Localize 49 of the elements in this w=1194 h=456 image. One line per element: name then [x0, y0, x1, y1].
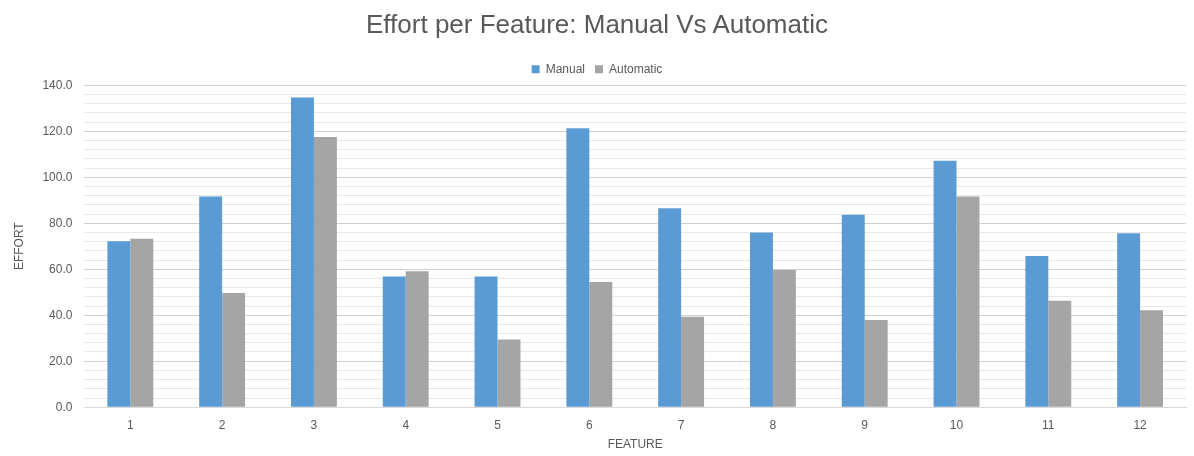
- y-tick-label: 100.0: [42, 169, 73, 184]
- x-tick-label: 3: [310, 417, 318, 432]
- bar: [405, 271, 429, 407]
- y-tick-label: 60.0: [49, 261, 73, 276]
- bar: [313, 136, 337, 407]
- x-tick-label: 2: [218, 417, 226, 432]
- bar: [681, 316, 705, 407]
- bar: [497, 339, 521, 407]
- bar: [589, 282, 613, 407]
- bar: [130, 238, 154, 407]
- bar: [474, 276, 498, 407]
- bar: [658, 208, 682, 407]
- bar: [199, 196, 223, 407]
- x-tick-label: 12: [1133, 417, 1148, 432]
- x-tick-label: 7: [677, 417, 685, 432]
- x-tick-label: 6: [585, 417, 593, 432]
- bar: [1025, 256, 1049, 407]
- bar: [222, 293, 246, 407]
- x-tick-label: 11: [1042, 417, 1055, 432]
- bar: [1117, 233, 1141, 407]
- y-tick-label: 20.0: [49, 353, 73, 368]
- bar: [933, 160, 957, 407]
- x-axis-title: FEATURE: [607, 437, 663, 452]
- x-tick-label: 4: [402, 417, 410, 432]
- bar: [956, 196, 980, 407]
- bar: [772, 270, 796, 407]
- y-tick-label: 120.0: [42, 123, 73, 138]
- x-tick-label: 9: [861, 417, 869, 432]
- bar: [290, 97, 314, 407]
- legend-label: Manual: [545, 61, 585, 76]
- bar: [566, 128, 590, 407]
- bar: [107, 241, 131, 407]
- bar: [382, 276, 406, 407]
- y-tick-label: 0.0: [55, 399, 73, 414]
- bar: [1140, 310, 1164, 407]
- y-tick-label: 140.0: [42, 77, 73, 92]
- y-tick-label: 40.0: [49, 307, 73, 322]
- x-tick-label: 5: [494, 417, 502, 432]
- bar: [1048, 300, 1072, 407]
- x-tick-label: 8: [769, 417, 777, 432]
- y-tick-label: 80.0: [49, 215, 73, 230]
- legend-label: Automatic: [609, 61, 663, 76]
- bar: [841, 214, 865, 407]
- bar: [749, 232, 773, 407]
- chart-title: Effort per Feature: Manual Vs Automatic: [366, 8, 828, 39]
- y-axis-title: EFFORT: [11, 221, 26, 271]
- x-tick-label: 10: [949, 417, 964, 432]
- bar: [864, 320, 888, 407]
- x-tick-label: 1: [126, 417, 134, 432]
